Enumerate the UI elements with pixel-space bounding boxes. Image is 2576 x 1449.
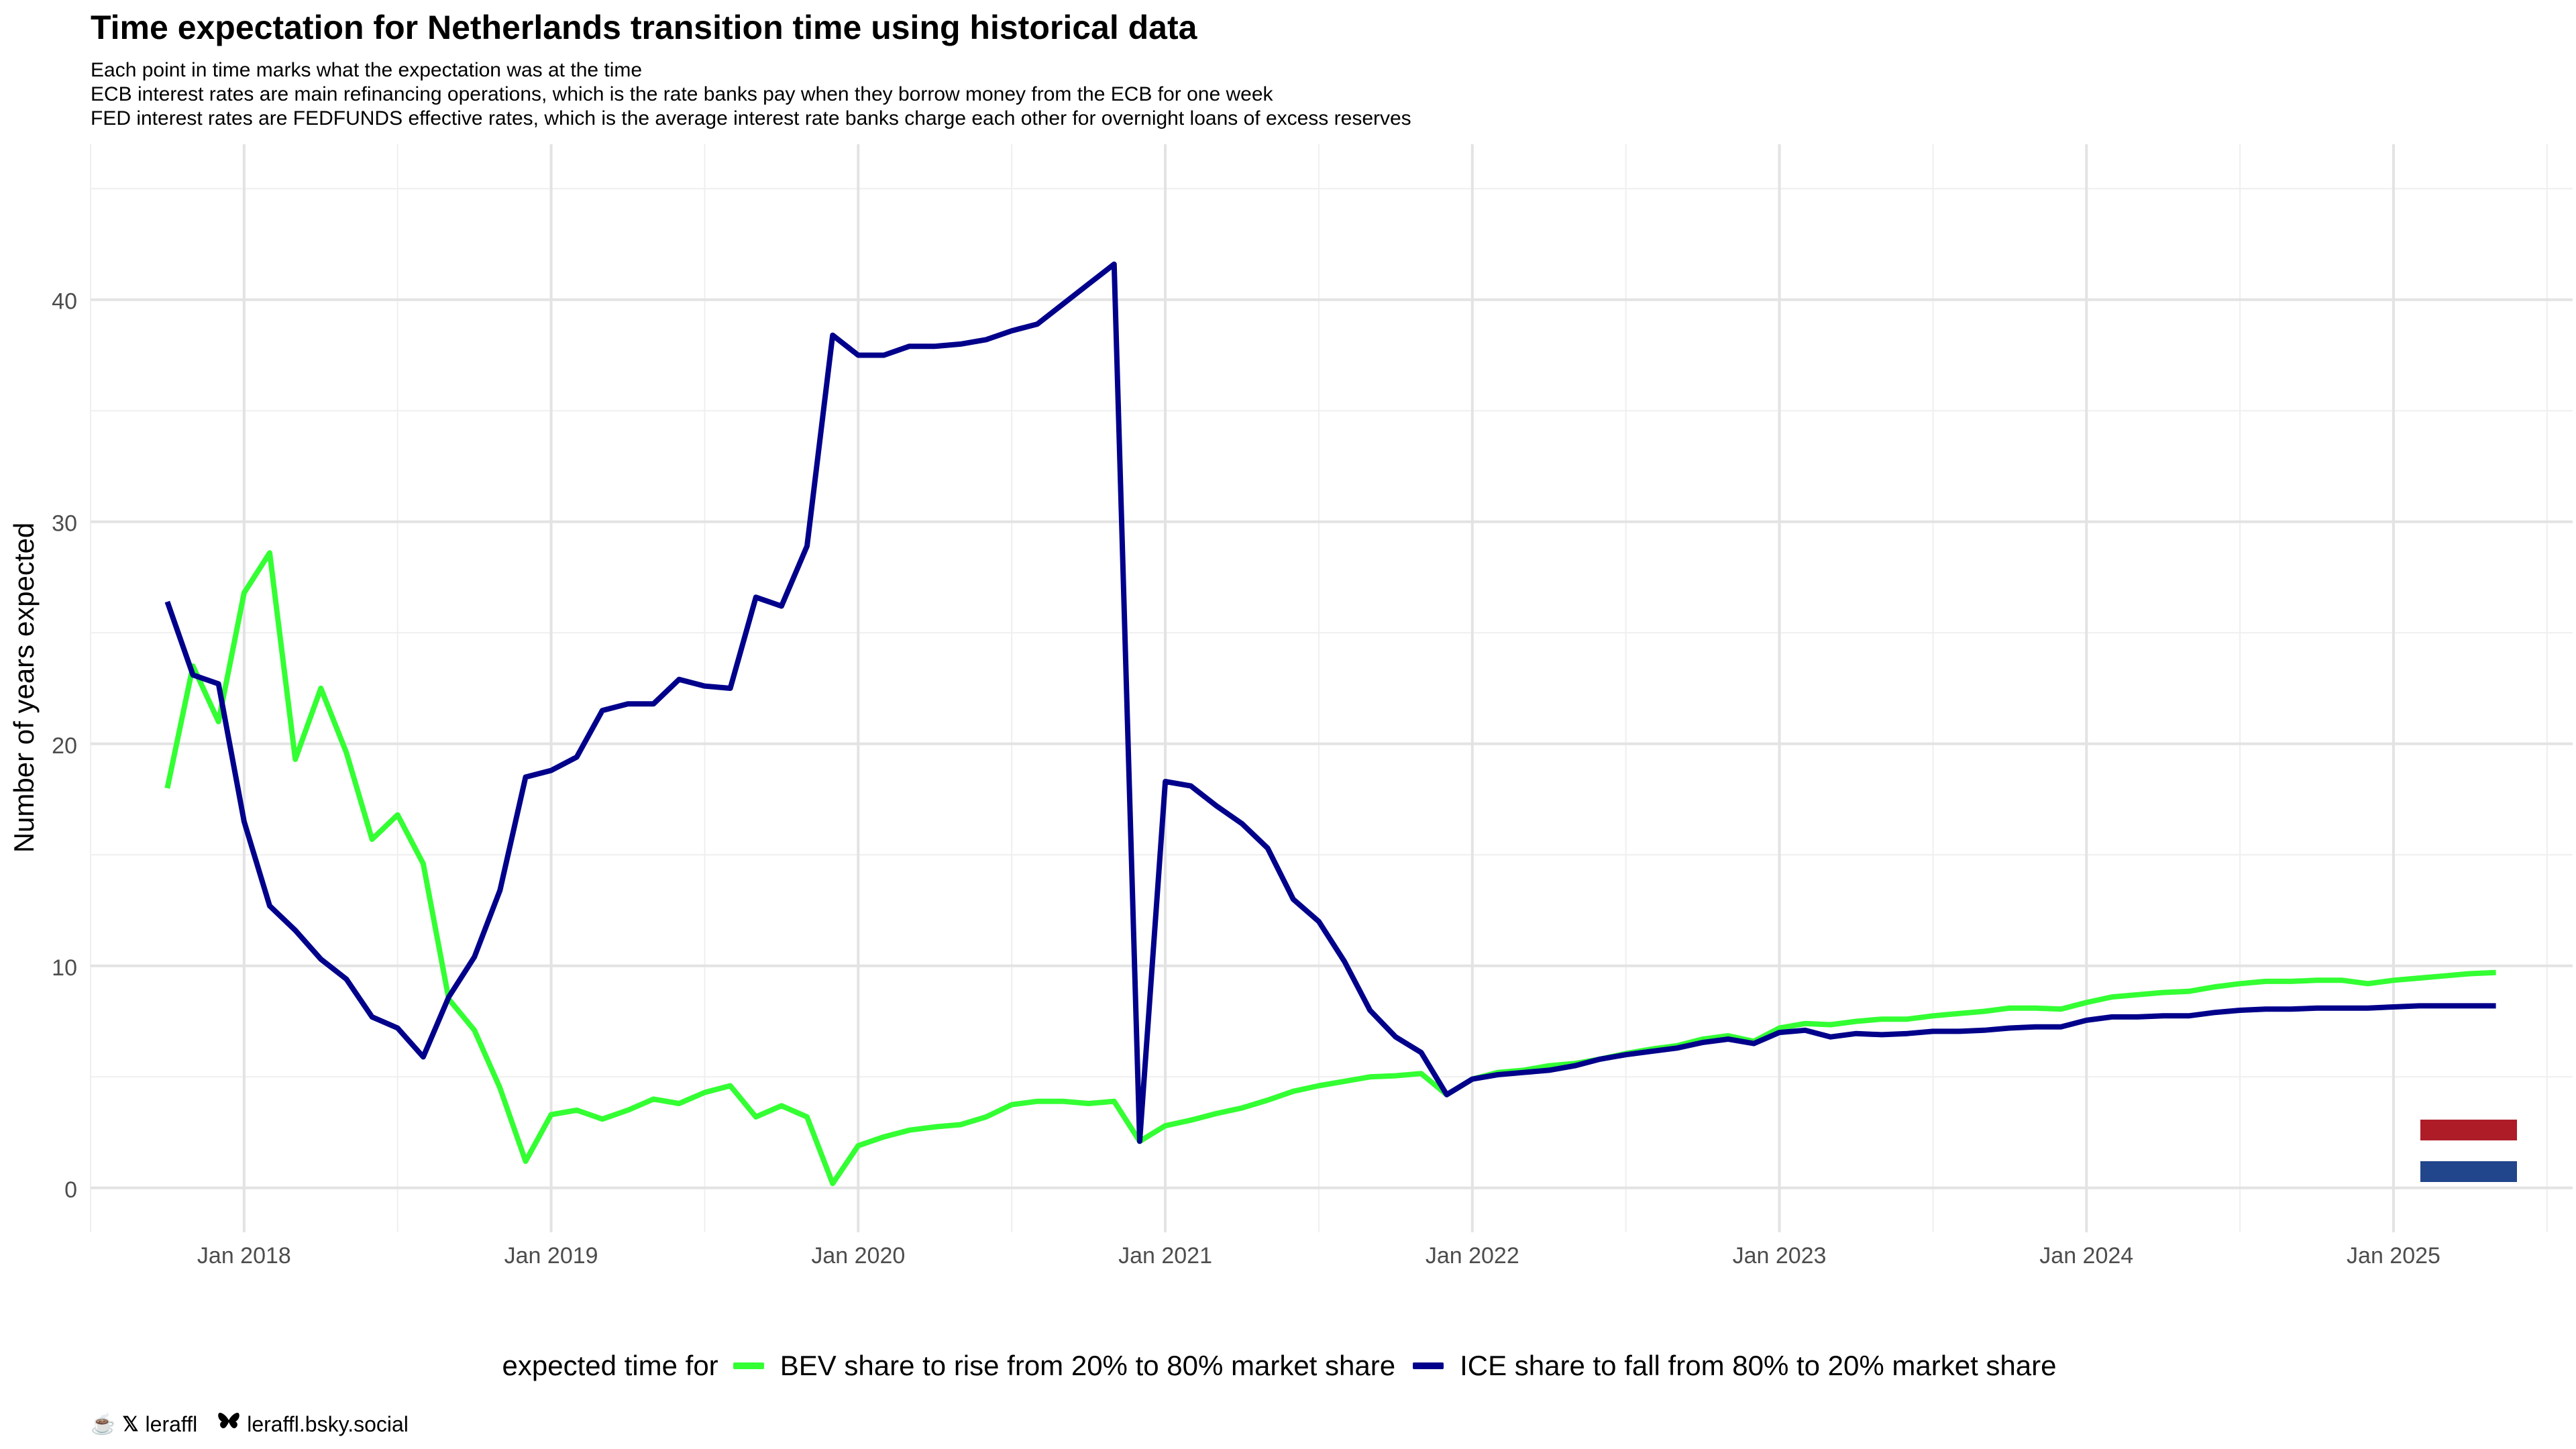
flag-white-stripe (2420, 1140, 2517, 1161)
x-logo-icon: 𝕏 (122, 1413, 139, 1436)
subtitle-line-2: ECB interest rates are main refinancing … (91, 83, 1273, 105)
legend-label-bev: BEV share to rise from 20% to 80% market… (780, 1350, 1396, 1381)
coffee-icon: ☕ (91, 1413, 116, 1436)
chart-title: Time expectation for Netherlands transit… (91, 9, 1197, 46)
series-line-bev (164, 550, 2496, 1187)
x-axis-tick-labels: Jan 2018 Jan 2019 Jan 2020 Jan 2021 Jan 2022… (197, 1243, 2440, 1269)
flag-red-stripe (2420, 1120, 2517, 1140)
x-tick-label: Jan 2021 (1118, 1243, 1212, 1269)
butterfly-icon (217, 1411, 240, 1437)
series-line-ice (164, 261, 2496, 1144)
y-tick-label: 40 (52, 289, 77, 315)
legend-item-bev: BEV share to rise from 20% to 80% market… (733, 1350, 1395, 1382)
legend: expected time for BEV share to rise from… (0, 1350, 2576, 1382)
y-tick-label: 20 (52, 733, 77, 759)
footer-handle: leraffl (145, 1411, 198, 1436)
subtitle-line-3: FED interest rates are FEDFUNDS effectiv… (91, 107, 1411, 129)
legend-title: expected time for (502, 1350, 718, 1381)
y-tick-label: 10 (52, 955, 77, 981)
grid-major-lines (91, 144, 2573, 1232)
x-tick-label: Jan 2024 (2039, 1243, 2133, 1269)
series-lines (164, 261, 2496, 1187)
y-axis-tick-labels: 0 10 20 30 40 (52, 289, 77, 1203)
x-tick-label: Jan 2023 (1733, 1243, 1827, 1269)
footer-bluesky: leraffl.bsky.social (247, 1411, 409, 1436)
x-tick-label: Jan 2018 (197, 1243, 291, 1269)
y-axis-label: Number of years expected (8, 523, 40, 853)
grid-minor-lines (90, 144, 2573, 1232)
x-tick-label: Jan 2025 (2347, 1243, 2440, 1269)
y-tick-label: 30 (52, 511, 77, 537)
legend-swatch-ice (1413, 1362, 1444, 1369)
x-tick-label: Jan 2020 (811, 1243, 905, 1269)
legend-label-ice: ICE share to fall from 80% to 20% market… (1460, 1350, 2057, 1381)
footer-credits: ☕ 𝕏 leraffl leraffl.bsky.social (91, 1411, 409, 1437)
flag-blue-stripe (2420, 1161, 2517, 1182)
x-tick-label: Jan 2019 (504, 1243, 598, 1269)
subtitle-line-1: Each point in time marks what the expect… (91, 59, 643, 81)
y-tick-label: 0 (64, 1177, 77, 1203)
legend-item-ice: ICE share to fall from 80% to 20% market… (1413, 1350, 2056, 1382)
legend-swatch-bev (733, 1362, 764, 1369)
x-tick-label: Jan 2022 (1426, 1243, 1519, 1269)
netherlands-flag-icon (2420, 1120, 2517, 1182)
